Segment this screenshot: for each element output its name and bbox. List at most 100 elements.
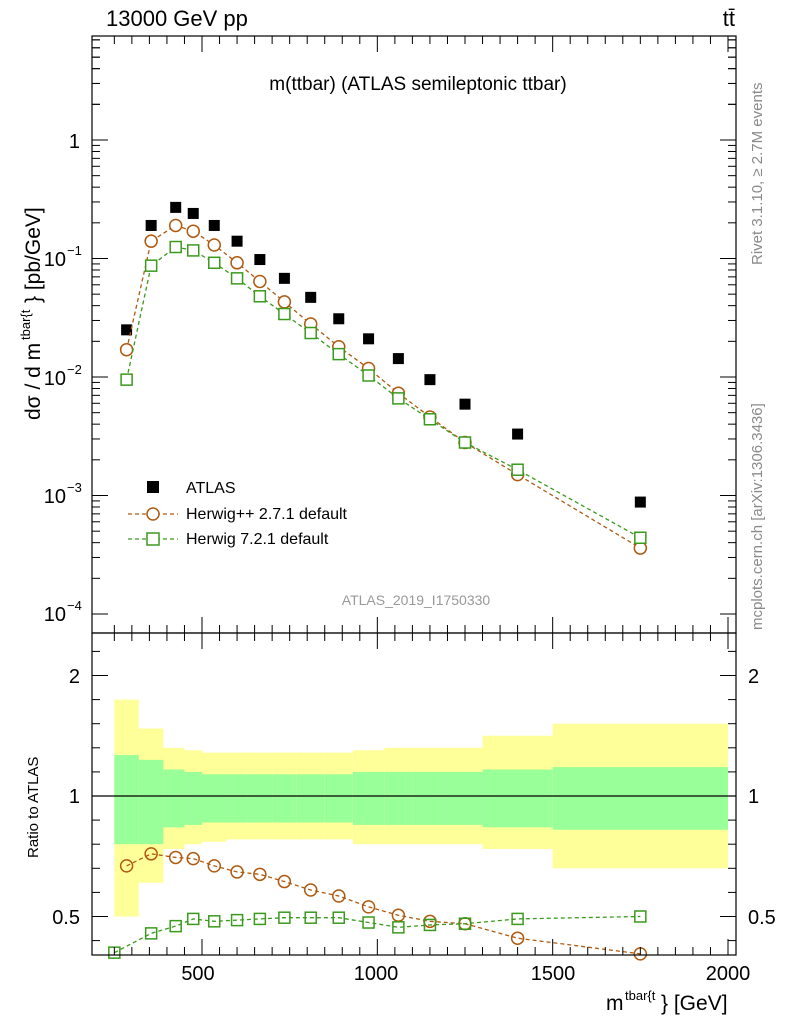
x-axis-label: m tbar{t } [GeV]: [606, 988, 728, 1015]
ratio-point-herwig7: [634, 910, 647, 923]
data-point-herwigpp: [168, 218, 183, 233]
ratio-point-herwig7: [332, 911, 346, 924]
uncertainty-band-inner: [226, 774, 248, 823]
legend-marker-atlas: [147, 481, 159, 493]
y-tick-1e-3: 10 −3: [44, 480, 82, 508]
ratio-point-herwig7: [186, 912, 200, 926]
uncertainty-band-inner: [138, 759, 164, 845]
data-point-herwigpp: [230, 256, 244, 270]
legend-label-atlas: ATLAS: [186, 480, 236, 497]
data-point-atlas: [512, 428, 524, 440]
ratio-point-herwigpp: [361, 900, 376, 914]
uncertainty-band-inner: [552, 767, 728, 830]
data-point-atlas: [254, 254, 266, 266]
y-tick-1: 1: [69, 131, 80, 153]
uncertainty-band-inner: [384, 771, 413, 825]
data-point-herwigpp: [144, 234, 158, 248]
data-point-herwigpp: [119, 342, 134, 357]
legend-label-herwigpp: Herwig++ 2.7.1 default: [186, 506, 348, 523]
data-point-herwigpp: [253, 274, 267, 289]
ratio-y-tick-0-5: 0.5: [52, 907, 80, 929]
process-label: 13000 GeV pp: [106, 6, 248, 31]
x-tick-2000: 2000: [706, 963, 751, 985]
ratio-point-herwig7: [253, 912, 267, 926]
data-point-atlas: [392, 353, 404, 365]
data-point-atlas: [208, 219, 220, 231]
svg-text:10: 10: [44, 249, 66, 271]
ratio-panel: 2 1 0.5 2 1 0.5 Ratio to ATLAS 500 1000 …: [25, 632, 776, 1015]
ratio-point-herwigpp: [168, 850, 183, 865]
data-point-atlas: [363, 333, 375, 345]
legend: ATLAS Herwig++ 2.7.1 default Herwig 7.2.…: [128, 480, 348, 548]
ratio-y-tick-1-right: 1: [748, 786, 759, 808]
data-point-herwig7: [362, 369, 375, 382]
y-axis-label: dσ / d m tbar{t } [pb/GeV]: [18, 207, 45, 420]
svg-text:−4: −4: [67, 598, 82, 613]
data-point-herwig7: [208, 256, 221, 270]
main-ticks: [92, 36, 736, 633]
ratio-point-herwigpp: [253, 867, 267, 882]
data-point-atlas: [145, 219, 157, 231]
svg-text:10: 10: [44, 368, 66, 390]
data-point-herwig7: [511, 463, 524, 476]
svg-text:m: m: [606, 992, 624, 1015]
data-point-herwigpp: [207, 238, 222, 252]
uncertainty-band-inner: [482, 769, 553, 828]
data-point-herwig7: [169, 240, 182, 254]
ratio-point-herwigpp: [119, 859, 134, 873]
ratio-line-0: [126, 853, 641, 955]
main-panel: m(ttbar) (ATLAS semileptonic ttbar) ATLA…: [18, 35, 737, 634]
svg-text:−2: −2: [67, 362, 82, 377]
ratio-point-herwig7: [208, 915, 221, 928]
rivet-version-label: Rivet 3.1.10, ≥ 2.7M events: [749, 83, 766, 266]
legend-label-herwig7: Herwig 7.2.1 default: [186, 531, 329, 548]
data-point-atlas: [187, 207, 199, 219]
ratio-point-herwig7: [230, 913, 244, 927]
data-point-atlas: [305, 291, 317, 303]
ratio-point-herwig7: [392, 921, 405, 934]
data-point-herwig7: [332, 347, 346, 361]
svg-text:dσ / d m: dσ / d m: [22, 343, 45, 420]
ratio-point-herwigpp: [332, 889, 346, 903]
ratio-series: [108, 847, 648, 961]
data-point-atlas: [231, 235, 243, 247]
uncertainty-band-inner: [247, 774, 273, 823]
legend-marker-herwig7: [146, 532, 160, 546]
ratio-point-herwig7: [278, 911, 291, 924]
data-point-atlas: [278, 272, 290, 284]
ratio-point-herwigpp: [303, 883, 318, 897]
svg-text:10: 10: [44, 604, 66, 626]
ratio-y-tick-2-right: 2: [748, 666, 759, 688]
data-point-herwigpp: [186, 224, 200, 238]
svg-text:−3: −3: [67, 480, 82, 495]
data-point-herwig7: [253, 290, 267, 303]
svg-text:tbar{t: tbar{t: [625, 988, 656, 1003]
ratio-y-tick-0-5-right: 0.5: [748, 907, 776, 929]
svg-text:−1: −1: [67, 243, 82, 258]
y-tick-1e-1: 10 −1: [44, 243, 82, 271]
ratio-point-herwig7: [144, 927, 158, 940]
data-point-herwig7: [634, 531, 647, 545]
data-point-atlas: [634, 496, 646, 508]
data-point-atlas: [170, 201, 182, 213]
data-point-herwig7: [230, 272, 244, 285]
data-point-herwig7: [304, 326, 317, 340]
data-point-atlas: [333, 313, 345, 325]
uncertainty-band-inner: [114, 755, 139, 845]
data-point-herwig7: [392, 392, 405, 405]
uncertainty-band-inner: [202, 774, 227, 823]
data-point-herwig7: [120, 373, 133, 386]
data-point-herwig7: [458, 436, 472, 449]
ratio-y-axis-label: Ratio to ATLAS: [25, 757, 42, 858]
ratio-point-herwigpp: [144, 847, 158, 861]
ratio-ticks: [92, 633, 736, 955]
ratio-y-tick-1: 1: [69, 786, 80, 808]
ratio-point-herwig7: [511, 912, 524, 926]
data-point-atlas: [424, 374, 436, 386]
uncertainty-band-inner: [272, 774, 297, 823]
svg-text:} [pb/GeV]: } [pb/GeV]: [22, 207, 45, 303]
y-tick-1e-2: 10 −2: [44, 362, 82, 390]
y-tick-1e-4: 10 −4: [44, 598, 82, 626]
data-point-herwig7: [423, 413, 437, 426]
